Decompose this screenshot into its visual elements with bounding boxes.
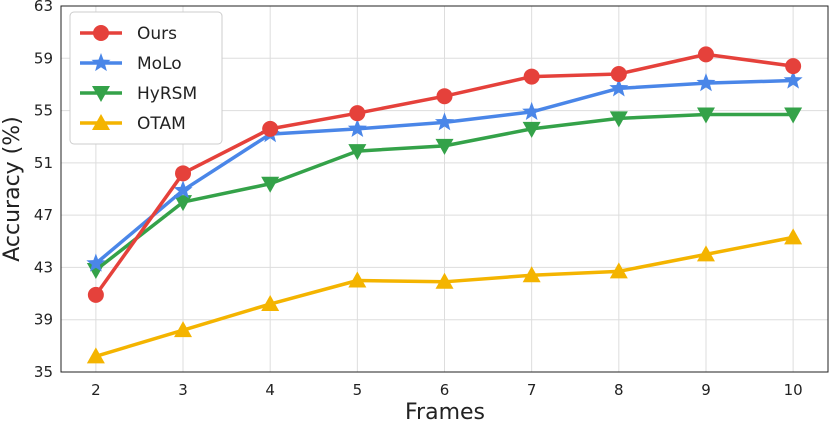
data-point	[609, 262, 628, 279]
data-point	[522, 266, 541, 283]
legend-marker	[93, 25, 109, 41]
y-tick-label: 43	[34, 258, 53, 276]
y-tick-label: 51	[34, 154, 53, 172]
data-point	[609, 111, 628, 128]
data-point	[347, 118, 367, 137]
legend-label: OTAM	[137, 114, 186, 134]
data-point	[522, 121, 541, 138]
x-tick-label: 2	[91, 381, 101, 399]
data-point	[436, 88, 453, 105]
legend-item-hyrsm: HyRSM	[80, 84, 197, 104]
data-point	[86, 347, 105, 364]
data-point	[262, 120, 279, 137]
data-point	[697, 46, 714, 63]
legend-item-molo: MoLo	[80, 53, 182, 74]
y-tick-label: 59	[34, 49, 53, 67]
data-point	[785, 58, 802, 75]
data-point	[174, 321, 193, 338]
x-tick-label: 5	[353, 381, 363, 399]
data-point	[435, 138, 454, 155]
legend-marker	[92, 114, 110, 130]
data-point	[523, 68, 540, 85]
x-tick-label: 3	[178, 381, 188, 399]
data-point	[174, 195, 193, 212]
data-point	[609, 78, 629, 97]
y-tick-label: 35	[34, 363, 53, 381]
data-point	[435, 272, 454, 289]
plot-frame	[60, 5, 829, 373]
data-point	[87, 286, 104, 303]
data-point	[696, 107, 715, 124]
series-ours	[87, 46, 802, 303]
x-tick-label: 6	[440, 381, 450, 399]
data-point	[434, 112, 455, 131]
legend-item-otam: OTAM	[80, 114, 186, 134]
y-tick-label: 39	[34, 311, 53, 329]
data-point	[522, 101, 542, 120]
data-point	[348, 144, 367, 161]
x-axis-title: Frames	[405, 400, 485, 425]
x-tick-label: 4	[265, 381, 275, 399]
x-tick-label: 10	[784, 381, 803, 399]
legend-label: MoLo	[137, 54, 182, 74]
legend: Ours MoLo HyRSM OTAM	[69, 11, 223, 145]
data-point	[784, 107, 803, 124]
data-point	[349, 105, 366, 122]
data-point	[348, 271, 367, 288]
legend-marker	[92, 86, 110, 102]
y-axis-title: Accuracy (%)	[0, 116, 25, 262]
data-point	[261, 295, 280, 312]
y-tick-label: 47	[34, 206, 53, 224]
data-point	[261, 176, 280, 193]
data-point	[784, 228, 803, 245]
x-axis-ticks: 2 3 4 5 6 7 8 9 10	[91, 381, 803, 399]
legend-marker	[91, 53, 111, 72]
data-point	[175, 165, 192, 182]
y-tick-label: 63	[34, 0, 53, 15]
series-hyrsm	[86, 107, 803, 280]
data-point	[696, 73, 716, 92]
data-point	[173, 180, 193, 199]
x-tick-label: 9	[701, 381, 711, 399]
data-point	[783, 70, 803, 89]
y-axis-ticks: 35 39 43 47 51 55 59 63	[34, 0, 53, 381]
series-layer	[86, 46, 803, 364]
data-point	[696, 245, 715, 262]
legend-box	[69, 11, 223, 145]
legend-label: Ours	[137, 24, 177, 44]
x-tick-label: 8	[614, 381, 624, 399]
legend-item-ours: Ours	[80, 24, 177, 44]
data-point	[86, 253, 106, 272]
series-otam	[86, 228, 803, 364]
y-tick-label: 55	[34, 102, 53, 120]
data-point	[610, 65, 627, 82]
legend-label: HyRSM	[137, 84, 197, 104]
x-tick-label: 7	[527, 381, 537, 399]
